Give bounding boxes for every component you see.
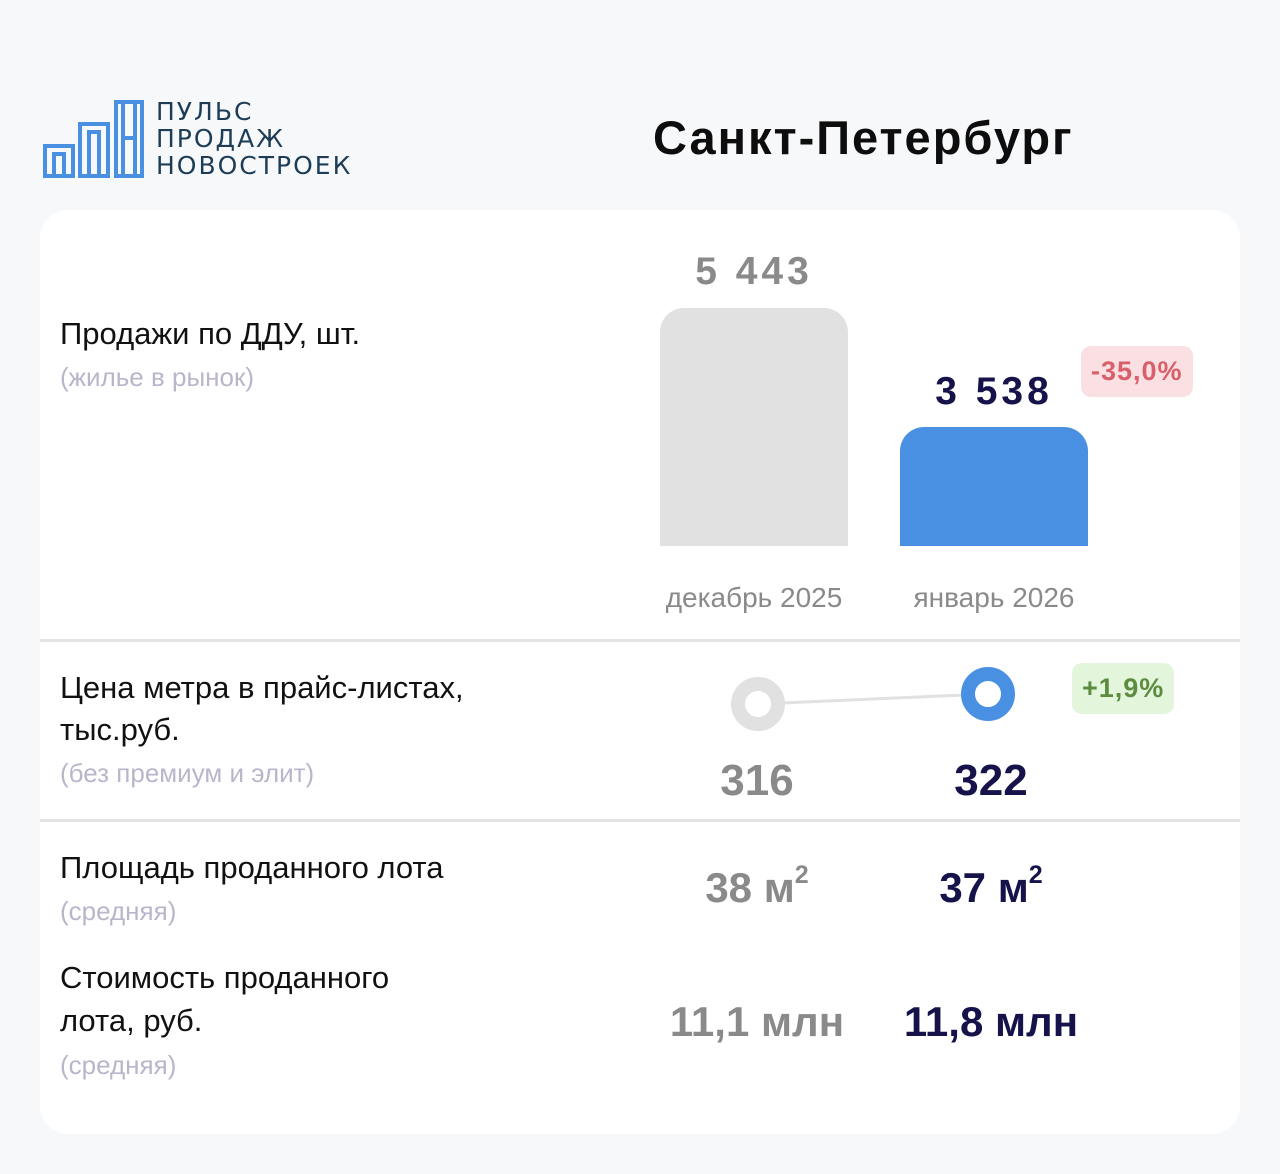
price-sublabel: (без премиум и элит) [60, 758, 315, 788]
stats-card: Продажи по ДДУ, шт. (жилье в рынок) 5 44… [40, 210, 1240, 1134]
brand-line-3: НОВОСТРОЕК [156, 151, 353, 180]
sales-cur-bar [900, 427, 1088, 546]
area-sublabel: (средняя) [60, 896, 177, 926]
cost-prev-value: 11,1 млн [669, 998, 845, 1045]
bar-chart-logo-icon [43, 100, 144, 178]
page-title: Санкт-Петербург [653, 111, 1074, 164]
period-prev-label: декабрь 2025 [665, 582, 843, 613]
brand-line-2: ПРОДАЖ [156, 124, 286, 153]
cost-cur-value: 11,8 млн [903, 998, 1079, 1045]
cost-label-line1: Стоимость проданного [60, 960, 390, 995]
sales-prev-value: 5 443 [695, 250, 813, 293]
price-cur-value: 322 [954, 756, 1028, 805]
brand-line-1: ПУЛЬС [156, 97, 254, 126]
brand-name: ПУЛЬС ПРОДАЖ НОВОСТРОЕК [156, 98, 352, 179]
price-prev-marker-icon [731, 677, 785, 731]
area-cur-value: 37 м2 [939, 861, 1043, 911]
price-change-badge: +1,9% [1072, 663, 1175, 714]
price-line-chart [731, 667, 1015, 731]
price-cur-marker-icon [961, 667, 1015, 721]
sales-prev-bar [660, 308, 848, 546]
area-prev-value: 38 м2 [705, 861, 809, 911]
brand-logo: ПУЛЬС ПРОДАЖ НОВОСТРОЕК [42, 98, 372, 182]
sales-change-badge: -35,0% [1081, 346, 1193, 397]
price-prev-value: 316 [720, 756, 794, 805]
sales-label: Продажи по ДДУ, шт. [60, 316, 361, 351]
price-label-line1: Цена метра в прайс-листах, [60, 670, 464, 705]
section-divider [40, 819, 1240, 822]
sales-cur-value: 3 538 [935, 370, 1053, 413]
price-label-line2: тыс.руб. [60, 712, 180, 747]
sales-sublabel: (жилье в рынок) [60, 362, 255, 392]
section-divider [40, 639, 1240, 642]
cost-sublabel: (средняя) [60, 1050, 177, 1080]
period-cur-label: январь 2026 [913, 582, 1075, 613]
cost-label-line2: лота, руб. [60, 1003, 203, 1038]
area-label: Площадь проданного лота [60, 850, 444, 885]
